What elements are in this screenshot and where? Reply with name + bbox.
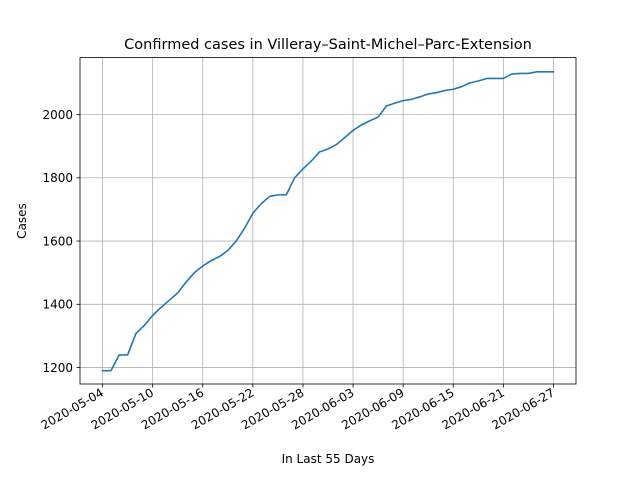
y-tick-label: 1800 [42,171,73,185]
y-tick-label: 1400 [42,298,73,312]
plot-frame [79,57,577,385]
series-line [101,71,555,372]
y-tick-label: 2000 [42,108,73,122]
y-axis-label: Cases [15,203,29,239]
y-tick-label: 1200 [42,361,73,375]
y-axis-ticks: 1200 1400 1600 1800 2000 [42,108,80,375]
chart-title: Confirmed cases in Villeray–Saint-Michel… [124,37,532,53]
x-axis-label: In Last 55 Days [282,452,375,466]
x-axis-ticks: 2020-05-042020-05-102020-05-162020-05-22… [39,384,557,432]
y-tick-label: 1600 [42,234,73,248]
grid [80,57,576,384]
